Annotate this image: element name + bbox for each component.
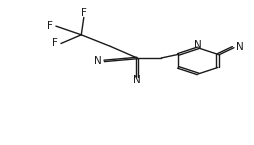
- Text: F: F: [81, 8, 87, 18]
- Text: N: N: [133, 76, 141, 85]
- Text: N: N: [94, 56, 102, 66]
- Text: F: F: [52, 39, 58, 48]
- Text: F: F: [46, 21, 53, 31]
- Text: N: N: [194, 40, 202, 50]
- Text: N: N: [236, 42, 243, 52]
